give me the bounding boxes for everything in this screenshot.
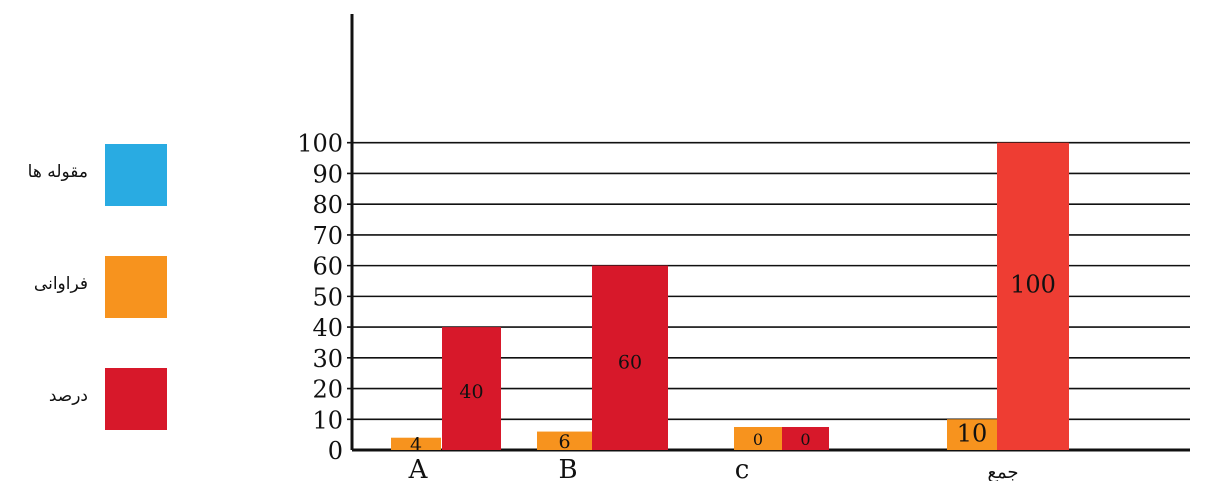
- bar-0-0: [391, 437, 441, 450]
- bar-1-3: [997, 142, 1069, 450]
- bar-1-0: [442, 327, 501, 450]
- y-tick-label-60: 60: [312, 253, 343, 281]
- legend-item-percent: درصد: [0, 368, 200, 432]
- x-tick-label-2: c: [735, 455, 750, 481]
- legend-swatch-frequency: [105, 256, 167, 318]
- legend-item-frequency: فراوانی: [0, 256, 200, 320]
- y-tick-label-40: 40: [312, 314, 343, 342]
- legend-swatch-percent: [105, 368, 167, 430]
- y-tick-label-0: 0: [328, 437, 343, 465]
- legend-label-frequency: فراوانی: [33, 274, 88, 294]
- data-label-0-2: 0: [753, 430, 763, 449]
- y-tick-label-70: 70: [312, 222, 343, 250]
- bar-1-1: [592, 265, 668, 450]
- y-tick-label-100: 100: [297, 130, 343, 158]
- legend-label-categories: مقوله ها: [27, 162, 88, 182]
- y-tick-label-30: 30: [312, 345, 343, 373]
- y-tick-label-80: 80: [312, 191, 343, 219]
- y-tick-label-50: 50: [312, 283, 343, 311]
- legend: مقوله ها فراوانی درصد: [0, 0, 260, 481]
- bar-0-1: [537, 431, 592, 450]
- x-tick-label-3: جمع: [987, 462, 1018, 481]
- bar-1-2: [782, 427, 829, 450]
- data-label-0-1: 6: [558, 431, 570, 453]
- legend-swatch-categories: [105, 144, 167, 206]
- data-label-0-3: 10: [957, 420, 988, 448]
- data-label-1-1: 60: [618, 352, 642, 374]
- y-tick-label-90: 90: [312, 160, 343, 188]
- data-label-0-0: 4: [410, 434, 422, 456]
- legend-label-percent: درصد: [48, 386, 88, 406]
- x-tick-label-0: A: [408, 455, 429, 481]
- y-tick-label-20: 20: [312, 376, 343, 404]
- bar-0-2: [734, 427, 782, 450]
- data-label-1-3: 100: [1010, 271, 1056, 299]
- data-label-1-0: 40: [459, 381, 483, 403]
- bar-0-3: [947, 419, 997, 450]
- x-tick-label-1: B: [558, 455, 577, 481]
- data-label-1-2: 0: [800, 430, 810, 449]
- y-tick-label-10: 10: [312, 406, 343, 434]
- legend-item-categories: مقوله ها: [0, 144, 200, 208]
